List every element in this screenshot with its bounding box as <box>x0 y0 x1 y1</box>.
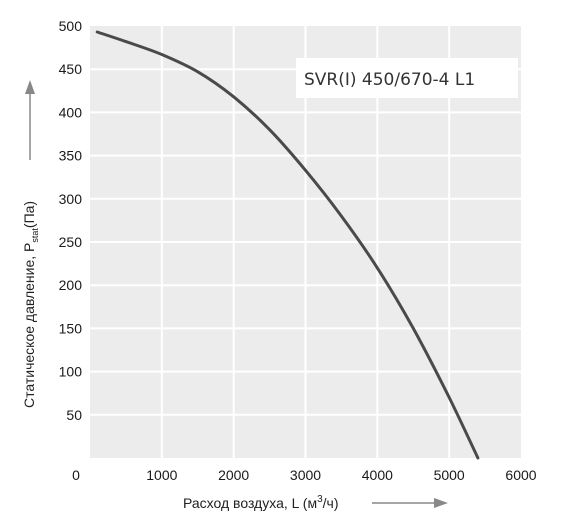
model-label: SVR(I) 450/670-4 L1 <box>304 70 475 90</box>
y-tick-label: 450 <box>59 61 83 77</box>
y-tick-label: 200 <box>59 277 83 293</box>
y-axis-title: Статическое давление, Pstat(Па) <box>21 201 40 408</box>
y-tick-label: 300 <box>59 191 83 207</box>
y-tick-label: 50 <box>66 407 82 423</box>
y-axis-title-suffix: (Па) <box>21 201 37 228</box>
model-label-box <box>296 58 518 98</box>
y-tick-label: 500 <box>59 18 83 34</box>
x-axis-title: Расход воздуха, L (м3/ч) <box>183 494 339 511</box>
y-tick-label: 400 <box>59 104 83 120</box>
y-axis-arrow-icon <box>25 80 35 160</box>
y-axis-title-prefix: Статическое давление, P <box>21 243 37 408</box>
y-tick-label: 250 <box>59 234 83 250</box>
x-tick-label: 4000 <box>362 467 393 483</box>
x-tick-label: 5000 <box>434 467 465 483</box>
x-tick-label: 1000 <box>146 467 177 483</box>
x-tick-labels: 0 1000 2000 3000 4000 5000 6000 <box>72 467 537 483</box>
x-tick-label: 2000 <box>218 467 249 483</box>
y-tick-label: 350 <box>59 148 83 164</box>
x-axis-arrow-icon <box>372 498 448 508</box>
x-axis-title-prefix: Расход воздуха, L (м <box>183 495 317 511</box>
x-axis-title-suffix: /ч) <box>323 495 339 511</box>
y-tick-labels: 50 100 150 200 250 300 350 400 450 500 <box>59 18 83 423</box>
performance-curve <box>95 30 480 460</box>
x-tick-label: 6000 <box>505 467 536 483</box>
y-tick-label: 100 <box>59 364 83 380</box>
y-axis-title-sub: stat <box>30 228 40 243</box>
x-tick-label: 0 <box>72 467 80 483</box>
x-tick-label: 3000 <box>290 467 321 483</box>
y-tick-label: 150 <box>59 320 83 336</box>
x-axis-title-sup: 3 <box>317 494 323 505</box>
